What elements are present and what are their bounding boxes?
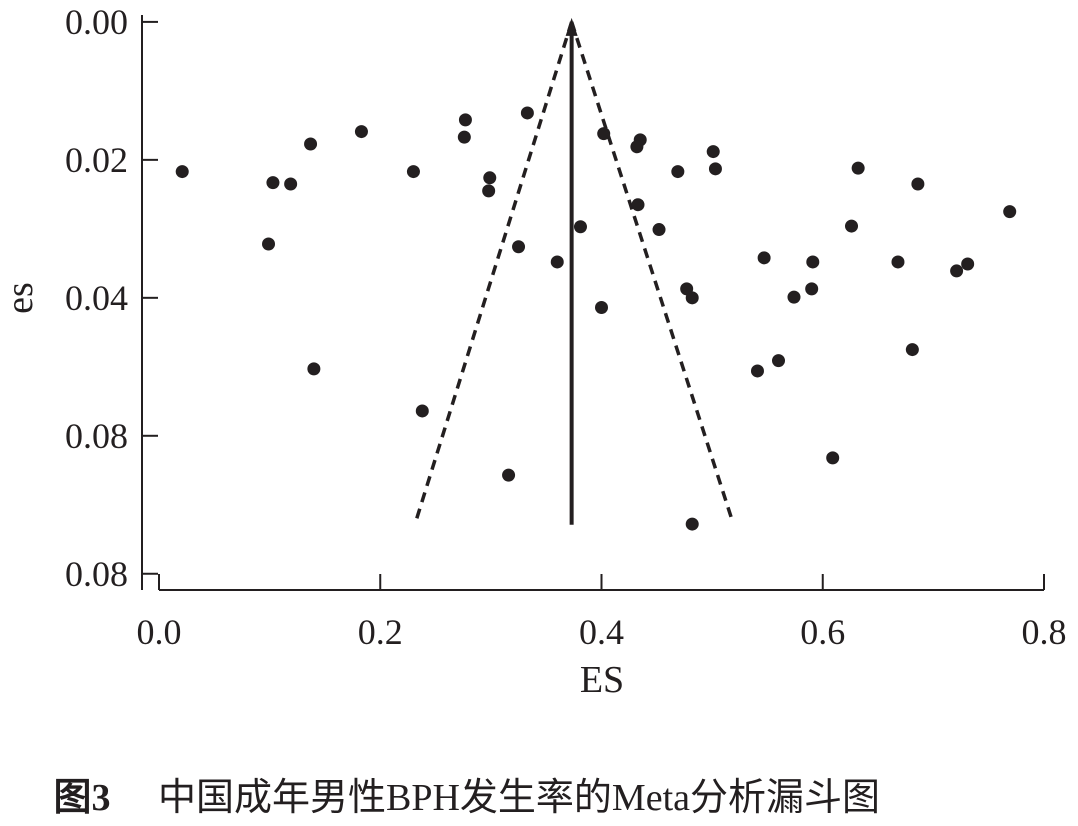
- study-point: [905, 343, 919, 357]
- figure-number: 图3: [53, 777, 110, 819]
- study-point: [851, 161, 865, 175]
- study-point: [826, 451, 840, 465]
- study-point: [415, 404, 429, 418]
- study-point: [1003, 205, 1017, 219]
- study-point: [787, 290, 801, 304]
- study-point: [685, 517, 699, 531]
- study-point: [891, 255, 905, 269]
- study-point: [262, 237, 276, 251]
- study-point: [708, 162, 722, 176]
- study-point: [757, 251, 771, 265]
- study-point: [354, 125, 368, 139]
- y-axis-label: es: [0, 282, 41, 314]
- study-point: [483, 171, 497, 185]
- study-point: [652, 223, 666, 237]
- study-point: [911, 177, 925, 191]
- x-tick-label: 0.8: [1022, 612, 1067, 652]
- y-tick-label: 0.08: [65, 554, 128, 594]
- study-point: [671, 165, 685, 179]
- study-point: [706, 145, 720, 159]
- y-tick-label: 0.00: [65, 2, 128, 42]
- study-point: [304, 137, 318, 151]
- x-tick-label: 0.4: [579, 612, 624, 652]
- study-point: [550, 255, 564, 269]
- study-point: [631, 198, 645, 212]
- study-point: [457, 130, 471, 144]
- study-point: [284, 177, 298, 191]
- funnel-line: [569, 21, 734, 521]
- y-tick-label: 0.02: [65, 140, 128, 180]
- x-tick-label: 0.6: [800, 612, 845, 652]
- study-point: [520, 106, 534, 120]
- study-point: [845, 219, 859, 233]
- x-tick-label: 0.2: [358, 612, 403, 652]
- study-point: [595, 300, 608, 314]
- funnel-line: [413, 21, 574, 523]
- study-point: [772, 354, 785, 368]
- study-point: [950, 264, 964, 278]
- study-point: [805, 282, 819, 296]
- study-point: [685, 291, 699, 305]
- study-point: [573, 220, 587, 234]
- study-point: [307, 362, 321, 376]
- x-tick-label: 0.0: [137, 612, 182, 652]
- study-point: [406, 165, 420, 179]
- study-point: [512, 240, 526, 254]
- y-tick-label: 0.08: [65, 416, 128, 456]
- y-tick-label: 0.04: [65, 278, 128, 318]
- study-point: [458, 113, 472, 127]
- study-point: [806, 255, 820, 269]
- study-point: [630, 140, 644, 154]
- study-point: [961, 257, 975, 271]
- x-axis-label: ES: [580, 659, 624, 701]
- study-point: [175, 165, 189, 179]
- figure-caption: 中国成年男性BPH发生率的Meta分析漏斗图: [158, 777, 880, 819]
- study-point: [750, 364, 764, 378]
- study-point: [266, 176, 280, 190]
- study-point: [597, 127, 611, 141]
- study-point: [482, 184, 496, 198]
- study-point: [502, 468, 516, 482]
